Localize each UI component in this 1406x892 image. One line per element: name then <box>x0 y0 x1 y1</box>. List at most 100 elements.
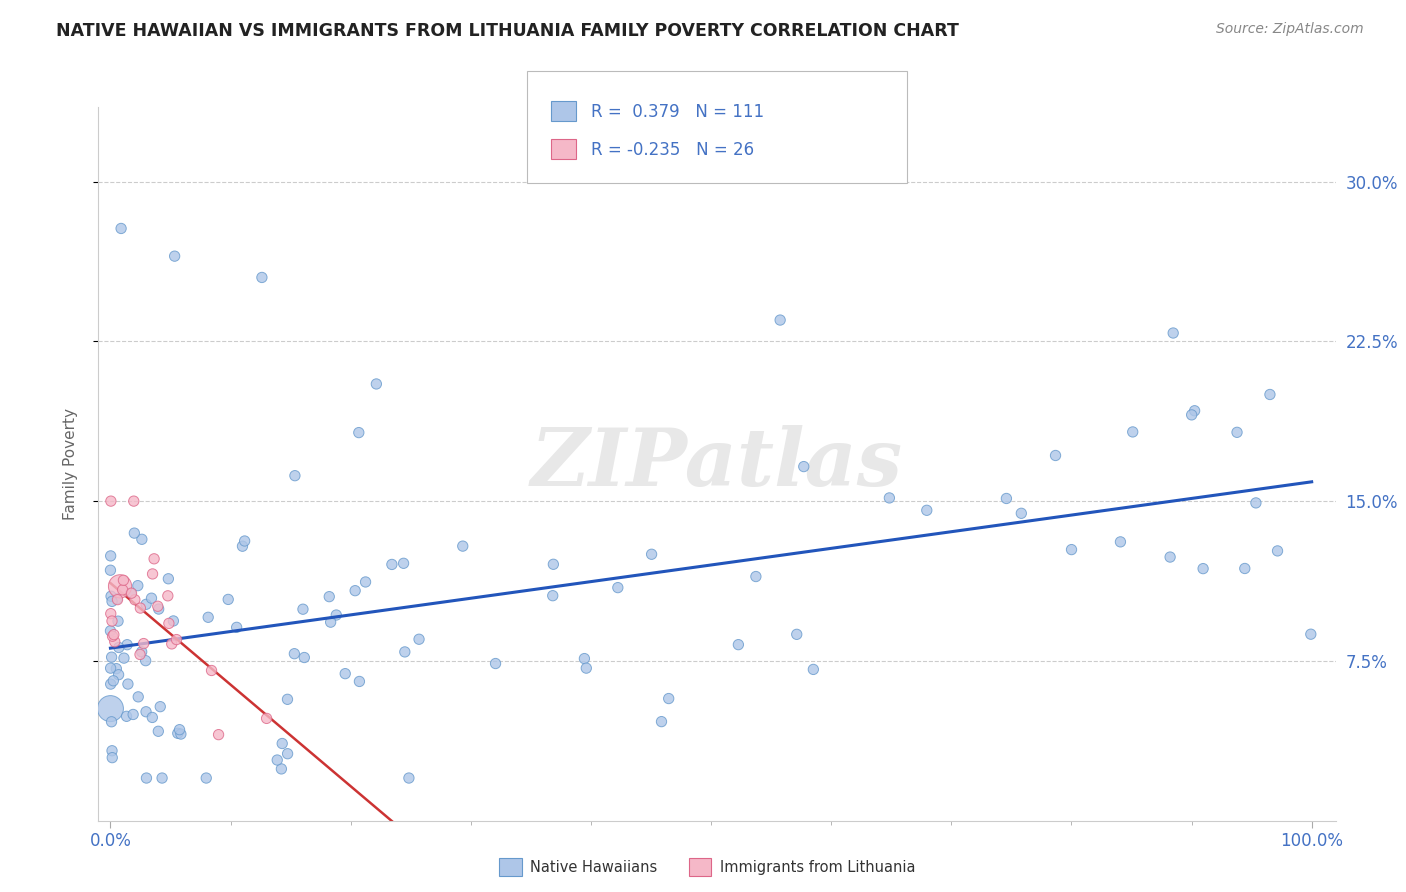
Point <box>143 551 166 566</box>
Point <box>122 707 145 722</box>
Point <box>100 624 122 638</box>
Point <box>398 771 420 785</box>
Point <box>195 771 218 785</box>
Point <box>640 547 662 561</box>
Point <box>484 657 506 671</box>
Point <box>135 597 157 611</box>
Point <box>217 592 239 607</box>
Point <box>451 539 474 553</box>
Point <box>200 664 222 678</box>
Text: Source: ZipAtlas.com: Source: ZipAtlas.com <box>1216 22 1364 37</box>
Point <box>160 637 183 651</box>
Point <box>101 750 124 764</box>
Point <box>100 650 122 665</box>
Point <box>266 753 288 767</box>
Point <box>166 632 188 647</box>
Point <box>1161 326 1184 340</box>
Point <box>124 526 146 541</box>
Point <box>157 616 180 631</box>
Point <box>541 589 564 603</box>
Y-axis label: Family Poverty: Family Poverty <box>63 408 77 520</box>
Point <box>284 468 307 483</box>
Point <box>1244 496 1267 510</box>
Point <box>146 599 169 614</box>
Point <box>879 491 901 505</box>
Point <box>100 677 122 691</box>
Point <box>381 558 404 572</box>
Point <box>1109 534 1132 549</box>
Point <box>344 583 367 598</box>
Point <box>1010 506 1032 520</box>
Point <box>250 270 273 285</box>
Point <box>156 589 179 603</box>
Point <box>233 534 256 549</box>
Point <box>131 645 153 659</box>
Point <box>108 640 131 655</box>
Point <box>100 589 122 603</box>
Point <box>107 592 129 607</box>
Point <box>349 674 371 689</box>
Point <box>292 650 315 665</box>
Point <box>366 376 388 391</box>
Point <box>101 614 124 628</box>
Point <box>163 249 186 263</box>
Point <box>117 677 139 691</box>
Point <box>347 425 370 440</box>
Point <box>1122 425 1144 439</box>
Point <box>115 638 138 652</box>
Point <box>112 574 135 588</box>
Point <box>270 762 292 776</box>
Point <box>1192 561 1215 575</box>
Point <box>225 620 247 634</box>
Point <box>101 744 124 758</box>
Point <box>256 711 278 725</box>
Point <box>408 632 430 647</box>
Point <box>745 569 768 583</box>
Point <box>135 705 157 719</box>
Point <box>122 494 145 508</box>
Point <box>104 634 127 648</box>
Point <box>650 714 672 729</box>
Point <box>543 558 565 572</box>
Point <box>793 459 815 474</box>
Point <box>127 690 149 704</box>
Point <box>319 615 342 629</box>
Point <box>801 662 824 676</box>
Point <box>277 747 299 761</box>
Point <box>786 627 808 641</box>
Point <box>197 610 219 624</box>
Point <box>574 651 596 665</box>
Point <box>575 661 598 675</box>
Point <box>120 586 142 600</box>
Text: R = -0.235   N = 26: R = -0.235 N = 26 <box>591 141 754 159</box>
Point <box>915 503 938 517</box>
Point <box>727 638 749 652</box>
Point <box>103 627 125 641</box>
Point <box>271 737 294 751</box>
Point <box>769 313 792 327</box>
Text: ZIPatlas: ZIPatlas <box>531 425 903 502</box>
Point <box>169 723 191 737</box>
Point <box>141 710 163 724</box>
Point <box>108 579 131 593</box>
Point <box>110 221 132 235</box>
Point <box>100 701 122 715</box>
Point <box>148 602 170 616</box>
Point <box>207 728 229 742</box>
Point <box>103 673 125 688</box>
Point <box>170 727 193 741</box>
Text: NATIVE HAWAIIAN VS IMMIGRANTS FROM LITHUANIA FAMILY POVERTY CORRELATION CHART: NATIVE HAWAIIAN VS IMMIGRANTS FROM LITHU… <box>56 22 959 40</box>
Point <box>1184 403 1206 417</box>
Point <box>1159 550 1181 565</box>
Point <box>1226 425 1249 440</box>
Point <box>148 724 170 739</box>
Point <box>112 651 135 665</box>
Text: R =  0.379   N = 111: R = 0.379 N = 111 <box>591 103 763 120</box>
Point <box>111 582 134 597</box>
Point <box>606 581 628 595</box>
Point <box>142 566 165 581</box>
Point <box>100 563 122 577</box>
Point <box>1045 449 1067 463</box>
Point <box>1181 408 1204 422</box>
Point <box>135 771 157 785</box>
